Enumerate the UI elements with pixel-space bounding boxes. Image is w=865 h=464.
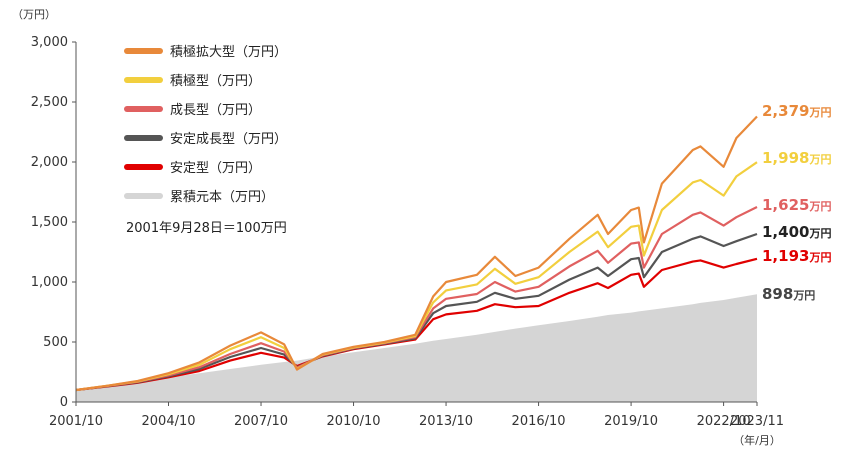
series-line	[75, 257, 758, 392]
end-value-label: 898万円	[762, 285, 815, 303]
x-axis-unit: （年/月）	[733, 433, 781, 447]
y-axis-unit: （万円）	[12, 8, 56, 21]
legend-label: 安定型（万円）	[170, 161, 261, 176]
end-value-unit: 万円	[808, 153, 831, 166]
legend: 積極拡大型（万円） 積極型（万円） 成長型（万円） 安定成長型（万円） 安定型（万円） 累…	[124, 44, 287, 205]
y-tick-label: 0	[60, 395, 68, 410]
series-line	[75, 232, 758, 392]
x-tick-label: 2010/10	[327, 414, 381, 429]
y-tick-label: 1,500	[31, 215, 68, 230]
end-value-label: 1,400万円	[762, 223, 831, 241]
end-value-unit: 万円	[808, 227, 831, 240]
end-value-unit: 万円	[808, 200, 831, 213]
end-value-label: 1,193万円	[762, 247, 831, 265]
legend-label: 成長型（万円）	[170, 103, 261, 118]
baseline-note: 2001年9月28日＝100万円	[126, 221, 287, 236]
y-tick-label: 500	[43, 335, 68, 350]
series-line	[75, 161, 758, 392]
y-tick-label: 2,000	[31, 155, 68, 170]
end-value-labels: 2,379万円 1,998万円 1,625万円 1,400万円 1,193万円 898万円	[762, 102, 831, 303]
end-value-label: 1,998万円	[762, 149, 831, 167]
x-tick-label: 2019/10	[604, 414, 658, 429]
series-lines-layer	[75, 115, 758, 392]
series-line	[75, 115, 758, 392]
y-tick-label: 3,000	[31, 35, 68, 50]
legend-label: 安定成長型（万円）	[170, 132, 287, 147]
x-tick-label: 2013/10	[419, 414, 473, 429]
x-tick-label: 2001/10	[49, 414, 103, 429]
end-value-unit: 万円	[808, 106, 831, 119]
end-value-unit: 万円	[792, 289, 815, 302]
end-value-label: 2,379万円	[762, 102, 831, 120]
legend-label: 積極拡大型（万円）	[170, 44, 287, 60]
end-value-label: 1,625万円	[762, 196, 831, 214]
x-tick-labels: 2001/10 2004/10 2007/10 2010/10 2013/10 2016/…	[49, 402, 784, 429]
legend-label: 累積元本（万円）	[170, 190, 274, 205]
principal-area	[76, 294, 757, 402]
y-tick-labels: 0 500 1,000 1,500 2,000 2,500 3,000	[31, 35, 76, 410]
y-tick-label: 2,500	[31, 95, 68, 110]
x-tick-label: 2007/10	[234, 414, 288, 429]
principal-area-layer	[76, 294, 757, 402]
legend-label: 積極型（万円）	[170, 73, 261, 89]
series-line	[75, 206, 758, 392]
x-tick-label: 2022/10	[697, 414, 751, 429]
y-tick-label: 1,000	[31, 275, 68, 290]
x-tick-label: 2004/10	[142, 414, 196, 429]
x-tick-label: 2023/11	[730, 414, 784, 429]
end-value-unit: 万円	[808, 251, 831, 264]
x-tick-label: 2016/10	[512, 414, 566, 429]
